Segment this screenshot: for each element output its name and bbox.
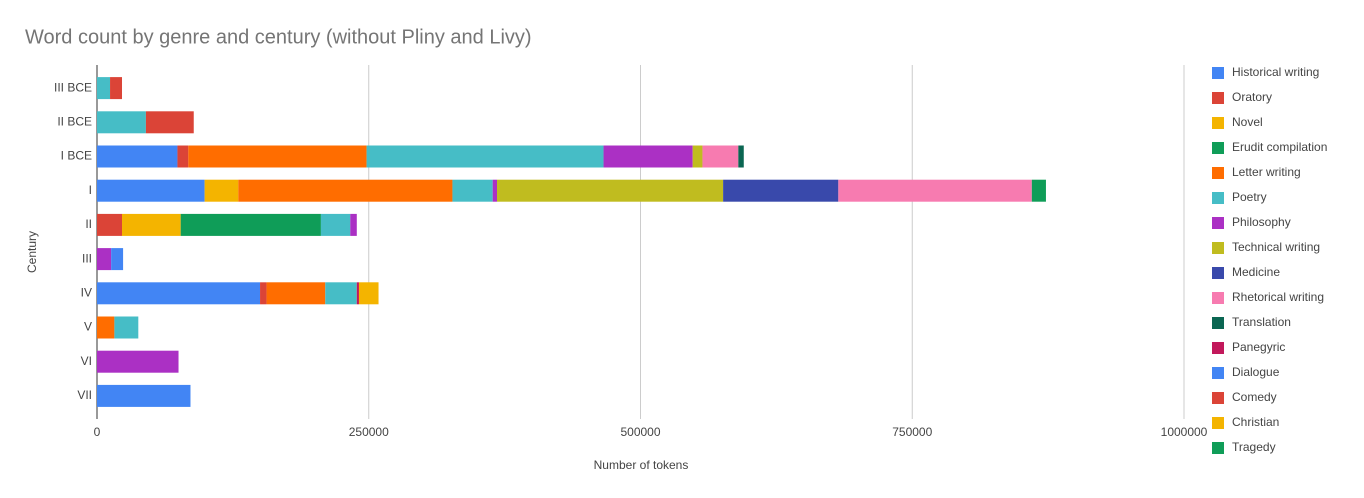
y-tick-label: IV bbox=[81, 285, 92, 299]
bar-segment bbox=[358, 282, 379, 305]
legend-label: Historical writing bbox=[1232, 65, 1319, 79]
bar-segment bbox=[366, 145, 604, 168]
x-tick-label: 0 bbox=[94, 425, 101, 439]
bar-segment bbox=[603, 145, 693, 168]
bar-segment bbox=[325, 282, 357, 305]
chart-title: Word count by genre and century (without… bbox=[25, 26, 532, 48]
legend-swatch bbox=[1212, 317, 1224, 329]
x-tick-label: 750000 bbox=[892, 425, 932, 439]
bar-segment bbox=[97, 111, 146, 134]
y-axis-title: Century bbox=[25, 231, 39, 273]
bar-segment bbox=[238, 179, 453, 202]
legend-label: Translation bbox=[1232, 315, 1291, 329]
bar-segment bbox=[97, 179, 205, 202]
legend-swatch bbox=[1212, 292, 1224, 304]
y-tick-label: II bbox=[85, 217, 92, 231]
legend-label: Novel bbox=[1232, 115, 1263, 129]
bar-segment bbox=[452, 179, 493, 202]
y-tick-label: I BCE bbox=[61, 149, 92, 163]
bar-segment bbox=[702, 145, 739, 168]
legend-swatch bbox=[1212, 267, 1224, 279]
bar-segment bbox=[188, 145, 367, 168]
legend-swatch bbox=[1212, 192, 1224, 204]
y-tick-label: VI bbox=[81, 354, 92, 368]
legend-swatch bbox=[1212, 167, 1224, 179]
bar-segment bbox=[145, 111, 194, 134]
bar-segment bbox=[97, 316, 115, 339]
bar-segment bbox=[114, 316, 139, 339]
legend-swatch bbox=[1212, 242, 1224, 254]
y-tick-label: III BCE bbox=[54, 80, 92, 94]
bar-segment bbox=[838, 179, 1032, 202]
legend-swatch bbox=[1212, 92, 1224, 104]
bar-segment bbox=[111, 248, 124, 271]
legend-label: Poetry bbox=[1232, 190, 1267, 204]
bar-segment bbox=[110, 77, 123, 100]
bar-segment bbox=[723, 179, 839, 202]
y-tick-label: II BCE bbox=[57, 114, 92, 128]
y-tick-label: V bbox=[84, 320, 92, 334]
legend-label: Philosophy bbox=[1232, 215, 1291, 229]
bar-segment bbox=[97, 282, 261, 305]
bar-segment bbox=[320, 213, 351, 236]
legend-label: Oratory bbox=[1232, 90, 1272, 104]
legend-label: Erudit compilation bbox=[1232, 140, 1327, 154]
bar-segment bbox=[97, 213, 123, 236]
legend-swatch bbox=[1212, 142, 1224, 154]
legend-label: Panegyric bbox=[1232, 340, 1285, 354]
legend-label: Rhetorical writing bbox=[1232, 290, 1324, 304]
bar-segment bbox=[260, 282, 267, 305]
y-tick-label: III bbox=[82, 251, 92, 265]
legend-label: Medicine bbox=[1232, 265, 1280, 279]
legend-swatch bbox=[1212, 392, 1224, 404]
y-tick-label: VII bbox=[77, 388, 92, 402]
x-tick-label: 250000 bbox=[349, 425, 389, 439]
x-tick-label: 1000000 bbox=[1161, 425, 1208, 439]
y-tick-label: I bbox=[89, 183, 92, 197]
bar-segment bbox=[266, 282, 326, 305]
legend-label: Tragedy bbox=[1232, 440, 1276, 454]
bar-segment bbox=[497, 179, 724, 202]
legend-swatch bbox=[1212, 217, 1224, 229]
bar-segment bbox=[122, 213, 181, 236]
legend-swatch bbox=[1212, 417, 1224, 429]
legend-swatch bbox=[1212, 367, 1224, 379]
bar-segment bbox=[738, 145, 744, 168]
bar-segment bbox=[177, 145, 189, 168]
bar-segment bbox=[204, 179, 239, 202]
legend-label: Dialogue bbox=[1232, 365, 1280, 379]
x-tick-label: 500000 bbox=[620, 425, 660, 439]
bar-segment bbox=[350, 213, 357, 236]
legend-label: Christian bbox=[1232, 415, 1279, 429]
bar-segment bbox=[180, 213, 321, 236]
legend-swatch bbox=[1212, 117, 1224, 129]
bar-segment bbox=[356, 282, 359, 305]
legend-label: Letter writing bbox=[1232, 165, 1301, 179]
bar-segment bbox=[97, 248, 112, 271]
bar-segment bbox=[492, 179, 498, 202]
legend-label: Comedy bbox=[1232, 390, 1277, 404]
bar-segment bbox=[97, 350, 179, 373]
legend-swatch bbox=[1212, 342, 1224, 354]
x-axis-title: Number of tokens bbox=[594, 458, 689, 472]
legend-swatch bbox=[1212, 67, 1224, 79]
legend-label: Technical writing bbox=[1232, 240, 1320, 254]
bar-segment bbox=[97, 384, 191, 407]
bar-segment bbox=[692, 145, 703, 168]
bar-segment bbox=[97, 77, 111, 100]
legend-swatch bbox=[1212, 442, 1224, 454]
bar-segment bbox=[97, 145, 178, 168]
bar-segment bbox=[1031, 179, 1046, 202]
